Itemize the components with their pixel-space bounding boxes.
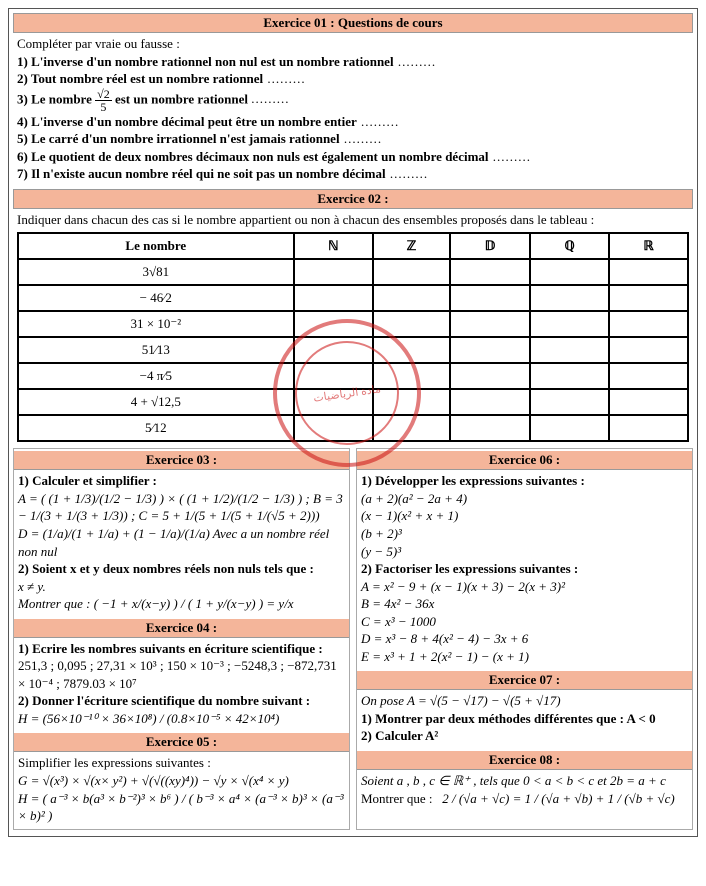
ex03-A: A = ​( (1 + 1/3)/(1/2 − 1/3) ) × ( (1 + … xyxy=(18,490,345,525)
ex06-D: D = x³ − 8 + 4(x² − 4) − 3x + 6 xyxy=(361,630,688,648)
ex01-q7: 7) Il n'existe aucun nombre réel qui ne … xyxy=(17,165,689,183)
ex04-l2: 2) Donner l'écriture scientifique du nom… xyxy=(18,692,345,710)
table-row: 51⁄13 xyxy=(18,337,688,363)
ex03-header: Exercice 03 : xyxy=(14,451,349,470)
ex06-l2: 2) Factoriser les expressions suivantes … xyxy=(361,560,688,578)
ex07-q1: 1) Montrer par deux méthodes différentes… xyxy=(361,710,688,728)
ex01-header: Exercice 01 : Questions de cours xyxy=(13,13,693,33)
table-row: 3√81 xyxy=(18,259,688,285)
ex08-show-label: Montrer que : xyxy=(361,791,432,806)
ex01-q2: 2) Tout nombre réel est un nombre ration… xyxy=(17,70,689,88)
col-D: 𝔻 xyxy=(450,233,530,259)
right-column: Exercice 06 : 1) Développer les expressi… xyxy=(356,448,693,829)
ex08-show: Montrer que : 2 / (√a + √c) = 1 / (√a + … xyxy=(361,790,688,808)
table-header-row: Le nombre ℕ ℤ 𝔻 ℚ ℝ xyxy=(18,233,688,259)
ex01-q1: 1) L'inverse d'un nombre rationnel non n… xyxy=(17,53,689,71)
ex03-show: Montrer que : ( −1 + x/(x−y) ) / ( 1 + y… xyxy=(18,595,345,613)
ex03-cond: x ≠ y. xyxy=(18,578,345,596)
table-row: −4 π⁄5 xyxy=(18,363,688,389)
col-R: ℝ xyxy=(609,233,688,259)
table-row: 5⁄12 xyxy=(18,415,688,441)
ex02-intro: Indiquer dans chacun des cas si le nombr… xyxy=(17,211,689,229)
col-Z: ℤ xyxy=(373,233,450,259)
col-nombre: Le nombre xyxy=(18,233,294,259)
ex06-C: C = x³ − 1000 xyxy=(361,613,688,631)
ex06-header: Exercice 06 : xyxy=(357,451,692,470)
ex01-body: Compléter par vraie ou fausse : 1) L'inv… xyxy=(13,33,693,187)
ex03-l2: 2) Soient x et y deux nombres réels non … xyxy=(18,560,345,578)
ex07-q2: 2) Calculer A² xyxy=(361,727,688,745)
ex03-l1: 1) Calculer et simplifier : xyxy=(18,472,345,490)
col-Q: ℚ xyxy=(530,233,609,259)
ex05-H: H = ( a⁻³ × b(a³ × b⁻²)³ × b⁶ ) / ( b⁻³ … xyxy=(18,790,345,825)
ex06-e3: (b + 2)³ xyxy=(361,525,688,543)
ex06-A: A = x² − 9 + (x − 1)(x + 3) − 2(x + 3)² xyxy=(361,578,688,596)
ex07-pose: On pose A = √(5 − √17) − √(5 + √17) xyxy=(361,692,688,710)
col-N: ℕ xyxy=(294,233,374,259)
ex08-eq: 2 / (√a + √c) = 1 / (√a + √b) + 1 / (√b … xyxy=(442,791,675,806)
ex01-q3: 3) Le nombre √25 est un nombre rationnel xyxy=(17,88,689,113)
ex06-e2: (x − 1)(x² + x + 1) xyxy=(361,507,688,525)
ex05-l1: Simplifier les expressions suivantes : xyxy=(18,754,345,772)
ex05-header: Exercice 05 : xyxy=(14,733,349,752)
ex01-q5: 5) Le carré d'un nombre irrationnel n'es… xyxy=(17,130,689,148)
ex01-intro: Compléter par vraie ou fausse : xyxy=(17,35,689,53)
ex02-table: Le nombre ℕ ℤ 𝔻 ℚ ℝ 3√81 − 46⁄2 31 × 10⁻… xyxy=(17,232,689,442)
left-column: Exercice 03 : 1) Calculer et simplifier … xyxy=(13,448,350,829)
ex08-given: Soient a , b , c ∈ ℝ⁺ , tels que 0 < a <… xyxy=(361,772,688,790)
ex08-header: Exercice 08 : xyxy=(357,751,692,770)
ex04-H: H = (56×10⁻¹⁰ × 36×10⁸) / (0.8×10⁻⁵ × 42… xyxy=(18,710,345,728)
table-row: − 46⁄2 xyxy=(18,285,688,311)
ex03-D: D = (1/a)/(1 + 1/a) + (1 − 1/a)/(1/a) Av… xyxy=(18,525,345,560)
ex06-e1: (a + 2)(a² − 2a + 4) xyxy=(361,490,688,508)
table-row: 4 + √12,5 xyxy=(18,389,688,415)
ex02-header: Exercice 02 : xyxy=(13,189,693,209)
ex01-q4: 4) L'inverse d'un nombre décimal peut êt… xyxy=(17,113,689,131)
ex04-l1: 1) Ecrire les nombres suivants en écritu… xyxy=(18,640,345,658)
ex04-nums: 251,3 ; 0,095 ; 27,31 × 10³ ; 150 × 10⁻³… xyxy=(18,657,345,692)
table-row: 31 × 10⁻² xyxy=(18,311,688,337)
ex07-header: Exercice 07 : xyxy=(357,671,692,690)
ex06-E: E = x³ + 1 + 2(x² − 1) − (x + 1) xyxy=(361,648,688,666)
ex01-q6: 6) Le quotient de deux nombres décimaux … xyxy=(17,148,689,166)
ex06-e4: (y − 5)³ xyxy=(361,543,688,561)
ex06-B: B = 4x² − 36x xyxy=(361,595,688,613)
ex02-body: Indiquer dans chacun des cas si le nombr… xyxy=(13,209,693,447)
ex06-l1: 1) Développer les expressions suivantes … xyxy=(361,472,688,490)
ex04-header: Exercice 04 : xyxy=(14,619,349,638)
ex05-G: G = √(x³) × √(x× y²) + √(√((xy)⁴)) − √y … xyxy=(18,772,345,790)
